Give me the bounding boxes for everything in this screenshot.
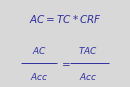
Text: $\mathit{AC}$: $\mathit{AC}$ <box>32 45 46 56</box>
Text: $\mathit{Acc}$: $\mathit{Acc}$ <box>30 71 48 82</box>
Text: $\mathit{Acc}$: $\mathit{Acc}$ <box>79 71 98 82</box>
Text: $=$: $=$ <box>59 58 71 68</box>
Text: $\mathit{TAC}$: $\mathit{TAC}$ <box>78 45 98 56</box>
Text: $\mathit{AC} = \mathit{TC} * \mathit{CRF}$: $\mathit{AC} = \mathit{TC} * \mathit{CRF… <box>28 13 102 25</box>
